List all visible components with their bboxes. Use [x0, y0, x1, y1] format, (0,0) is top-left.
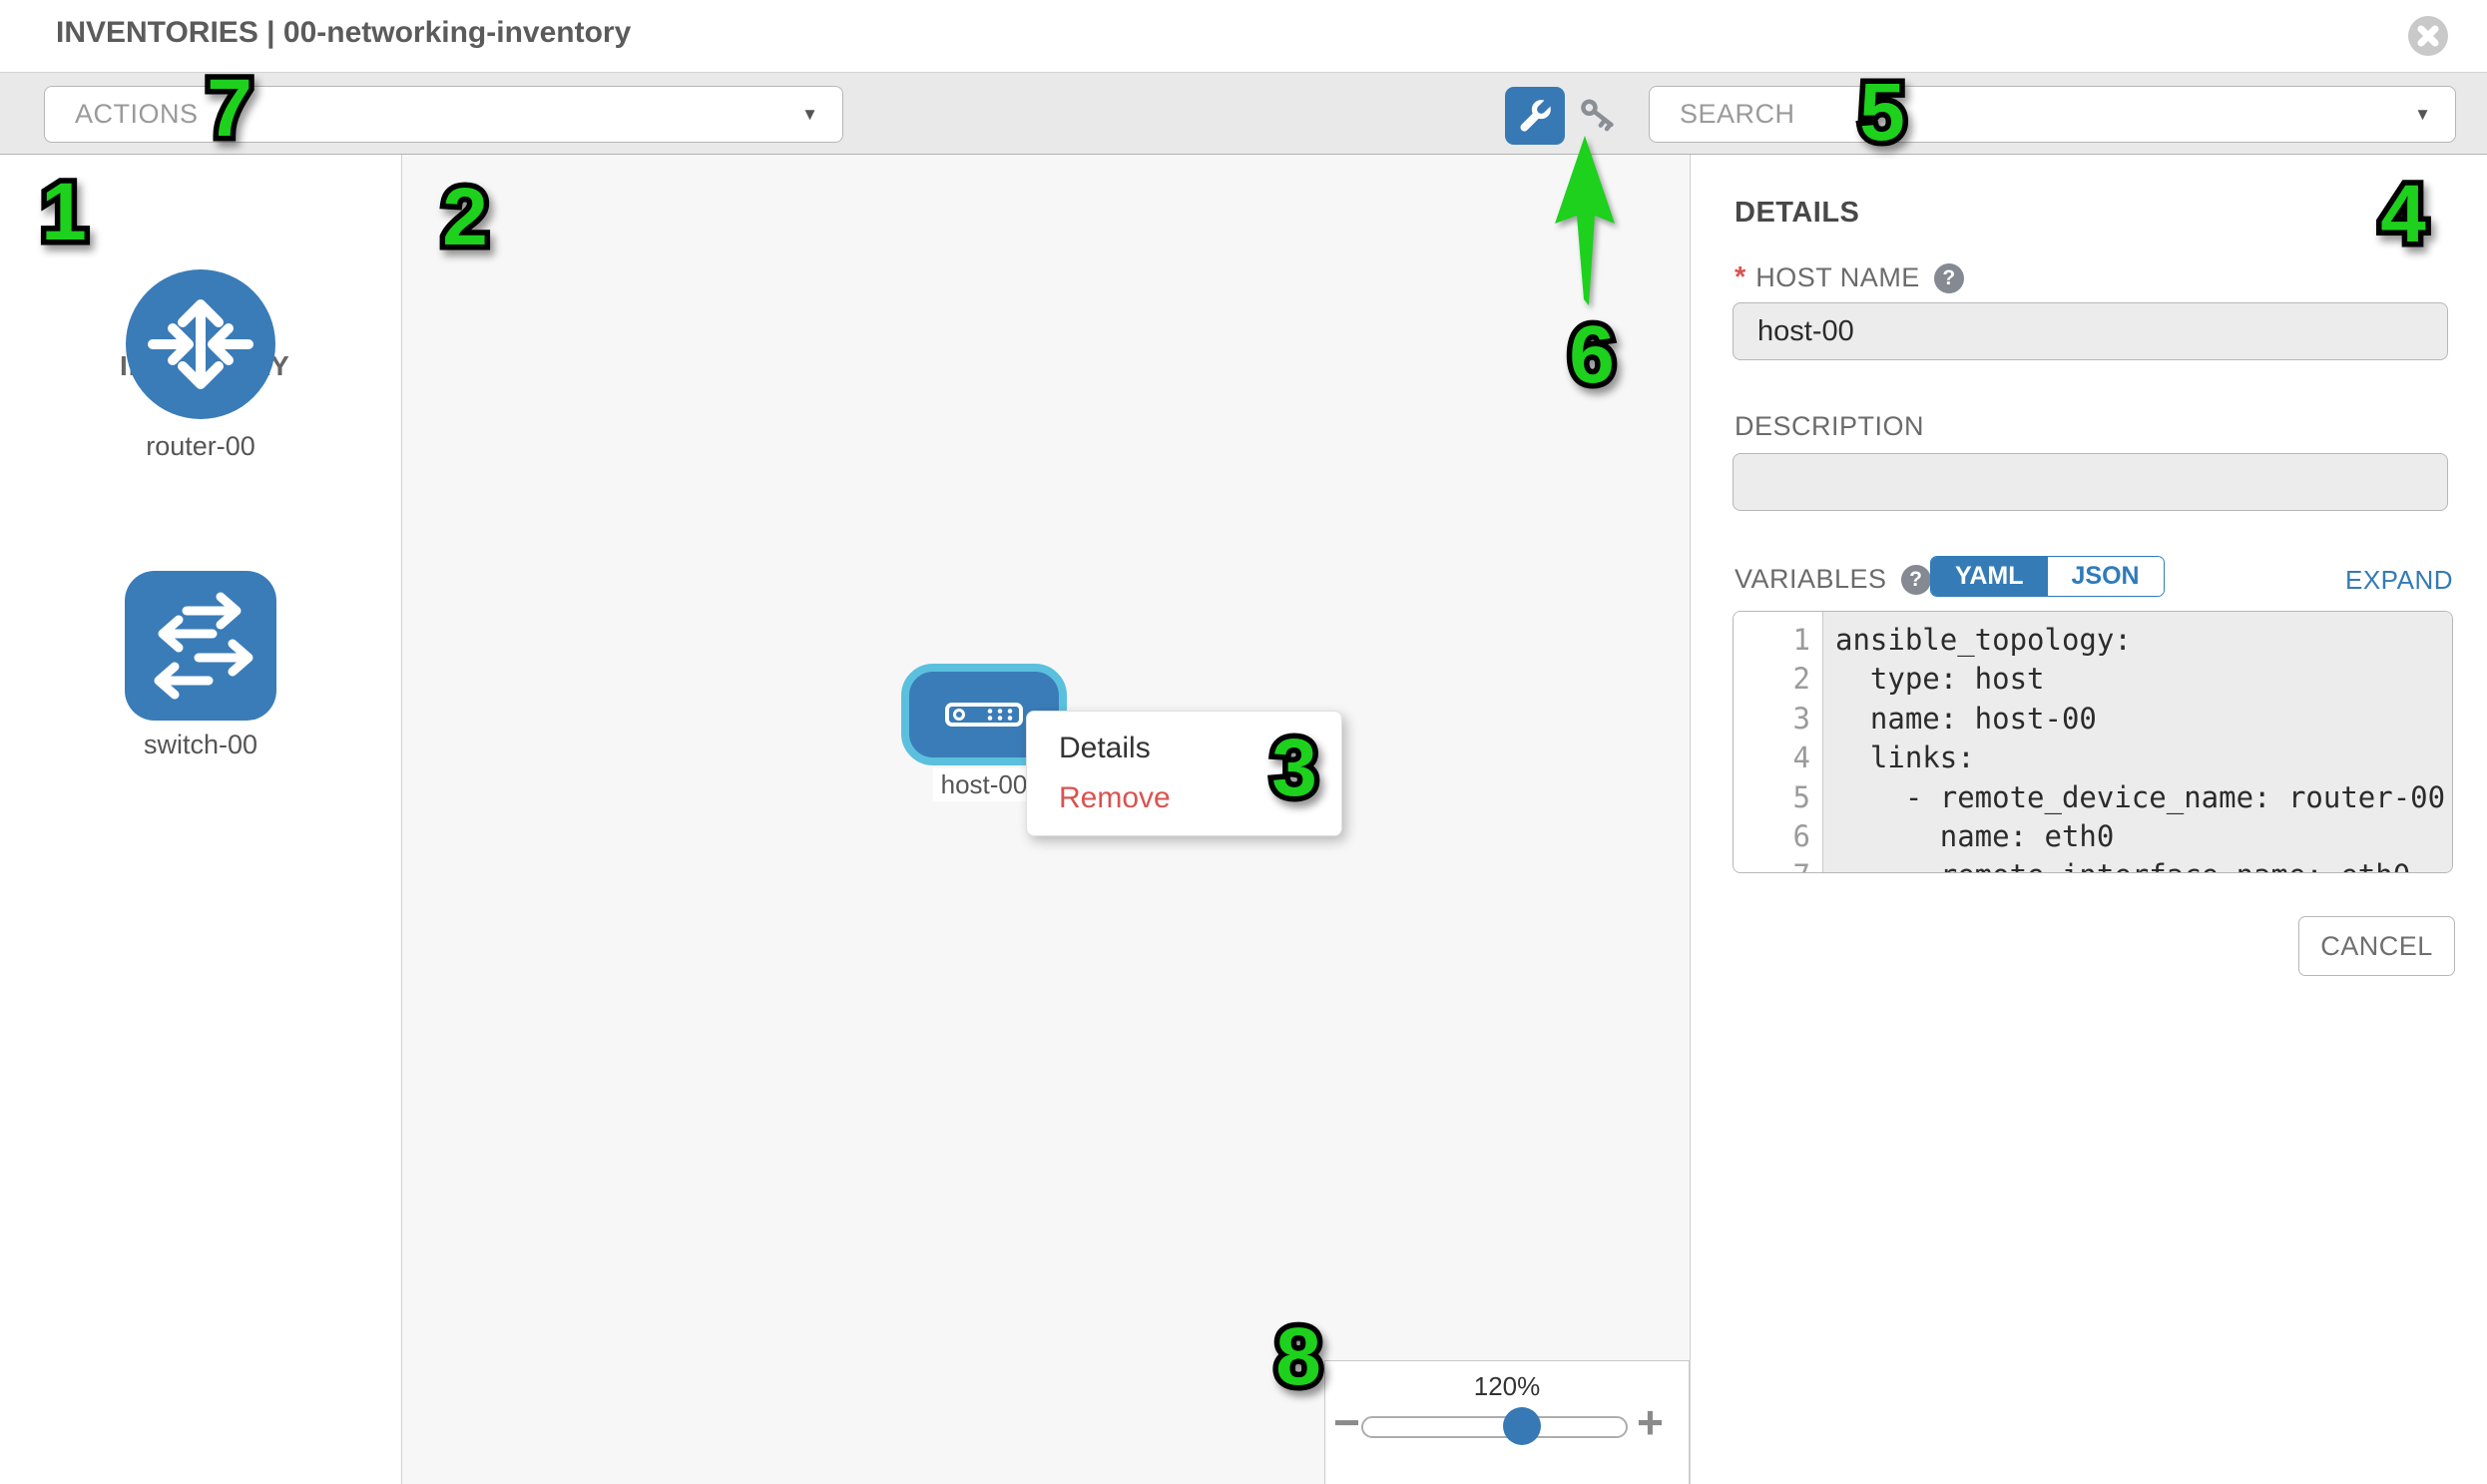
tab-yaml[interactable]: YAML — [1931, 557, 2048, 596]
topology-canvas[interactable]: host-00 Details Remove 120% − + — [402, 155, 1691, 1484]
canvas-node-label: host-00 — [932, 768, 1036, 801]
host-icon — [945, 703, 1023, 727]
code-line: ansible_topology: — [1835, 623, 2132, 657]
actions-dropdown[interactable]: ACTIONS ▼ — [44, 86, 843, 143]
close-icon — [2417, 25, 2439, 47]
required-marker: * — [1735, 261, 1746, 293]
host-name-input[interactable] — [1733, 302, 2448, 360]
zoom-slider-thumb[interactable] — [1503, 1407, 1541, 1445]
close-button[interactable] — [2408, 16, 2448, 56]
host-name-label: HOST NAME — [1755, 262, 1920, 292]
wrench-icon — [1520, 97, 1554, 132]
host-name-label-row: * HOST NAME ? — [1735, 261, 1964, 294]
palette-device-label: router-00 — [146, 431, 255, 461]
cancel-button[interactable]: CANCEL — [2298, 916, 2455, 976]
question-help-icon[interactable]: ? — [1933, 262, 1964, 293]
router-icon — [126, 269, 275, 419]
line-number: 1 — [1792, 623, 1810, 657]
code-line: links: — [1835, 741, 1975, 775]
search-dropdown[interactable]: SEARCH ▼ — [1649, 86, 2456, 143]
code-line: name: host-00 — [1835, 701, 2097, 736]
line-number: 4 — [1792, 741, 1810, 775]
variables-format-toggle: YAML JSON — [1930, 556, 2165, 597]
description-input[interactable] — [1733, 453, 2448, 511]
chevron-down-icon: ▼ — [2414, 104, 2431, 124]
variables-label-row: VARIABLES ? — [1735, 564, 1931, 595]
zoom-control: 120% − + — [1324, 1360, 1690, 1484]
code-line: - remote_device_name: router-00 — [1835, 779, 2446, 814]
switch-icon — [125, 571, 276, 721]
line-number: 2 — [1792, 662, 1810, 697]
actions-dropdown-label: ACTIONS — [75, 99, 199, 129]
toolbar-tools-button[interactable] — [1505, 87, 1565, 145]
line-number: 7 — [1734, 856, 1822, 872]
details-panel-title: DETAILS — [1735, 197, 1860, 229]
code-line: remote_interface_name: eth0 — [1835, 856, 2452, 872]
palette-device-router[interactable] — [125, 268, 276, 425]
line-number: 5 — [1792, 779, 1810, 814]
app-header: INVENTORIES | 00-networking-inventory — [0, 0, 2487, 72]
line-number: 6 — [1792, 818, 1810, 853]
toolbar-key-button[interactable] — [1579, 95, 1627, 141]
inventory-sidebar: INVENTORY router-00 — [0, 155, 402, 1484]
palette-device-label: switch-00 — [143, 730, 258, 759]
tab-json[interactable]: JSON — [2047, 557, 2164, 596]
question-help-icon[interactable]: ? — [1900, 564, 1931, 595]
zoom-level-value: 120% — [1473, 1371, 1541, 1401]
expand-link[interactable]: EXPAND — [2345, 565, 2453, 595]
zoom-slider-track[interactable] — [1361, 1416, 1628, 1438]
chevron-down-icon: ▼ — [801, 104, 818, 124]
page-title: INVENTORIES | 00-networking-inventory — [56, 16, 632, 49]
variables-label: VARIABLES — [1735, 564, 1887, 594]
key-icon — [1581, 99, 1614, 132]
zoom-out-button[interactable]: − — [1333, 1396, 1360, 1448]
editor-code-area: ansible_topology: type: host name: host-… — [1823, 612, 2452, 872]
palette-device-switch[interactable] — [125, 571, 276, 726]
toolbar: ACTIONS ▼ SEARCH ▼ — [0, 72, 2487, 155]
description-label: DESCRIPTION — [1735, 411, 1925, 441]
code-line: type: host — [1835, 662, 2045, 697]
code-line: name: eth0 — [1835, 818, 2115, 853]
variables-code-editor[interactable]: 1 2 3 4 5 6 7 ansible_topology: type: ho… — [1733, 611, 2453, 873]
context-menu-item-remove[interactable]: Remove — [1059, 781, 1171, 814]
zoom-in-button[interactable]: + — [1637, 1396, 1664, 1448]
node-context-menu: Details Remove — [1026, 711, 1342, 836]
description-label-row: DESCRIPTION — [1735, 411, 1924, 442]
line-number: 3 — [1792, 701, 1810, 736]
context-menu-item-details[interactable]: Details — [1059, 732, 1151, 764]
search-dropdown-label: SEARCH — [1680, 99, 1795, 129]
editor-gutter: 1 2 3 4 5 6 7 — [1734, 612, 1823, 872]
